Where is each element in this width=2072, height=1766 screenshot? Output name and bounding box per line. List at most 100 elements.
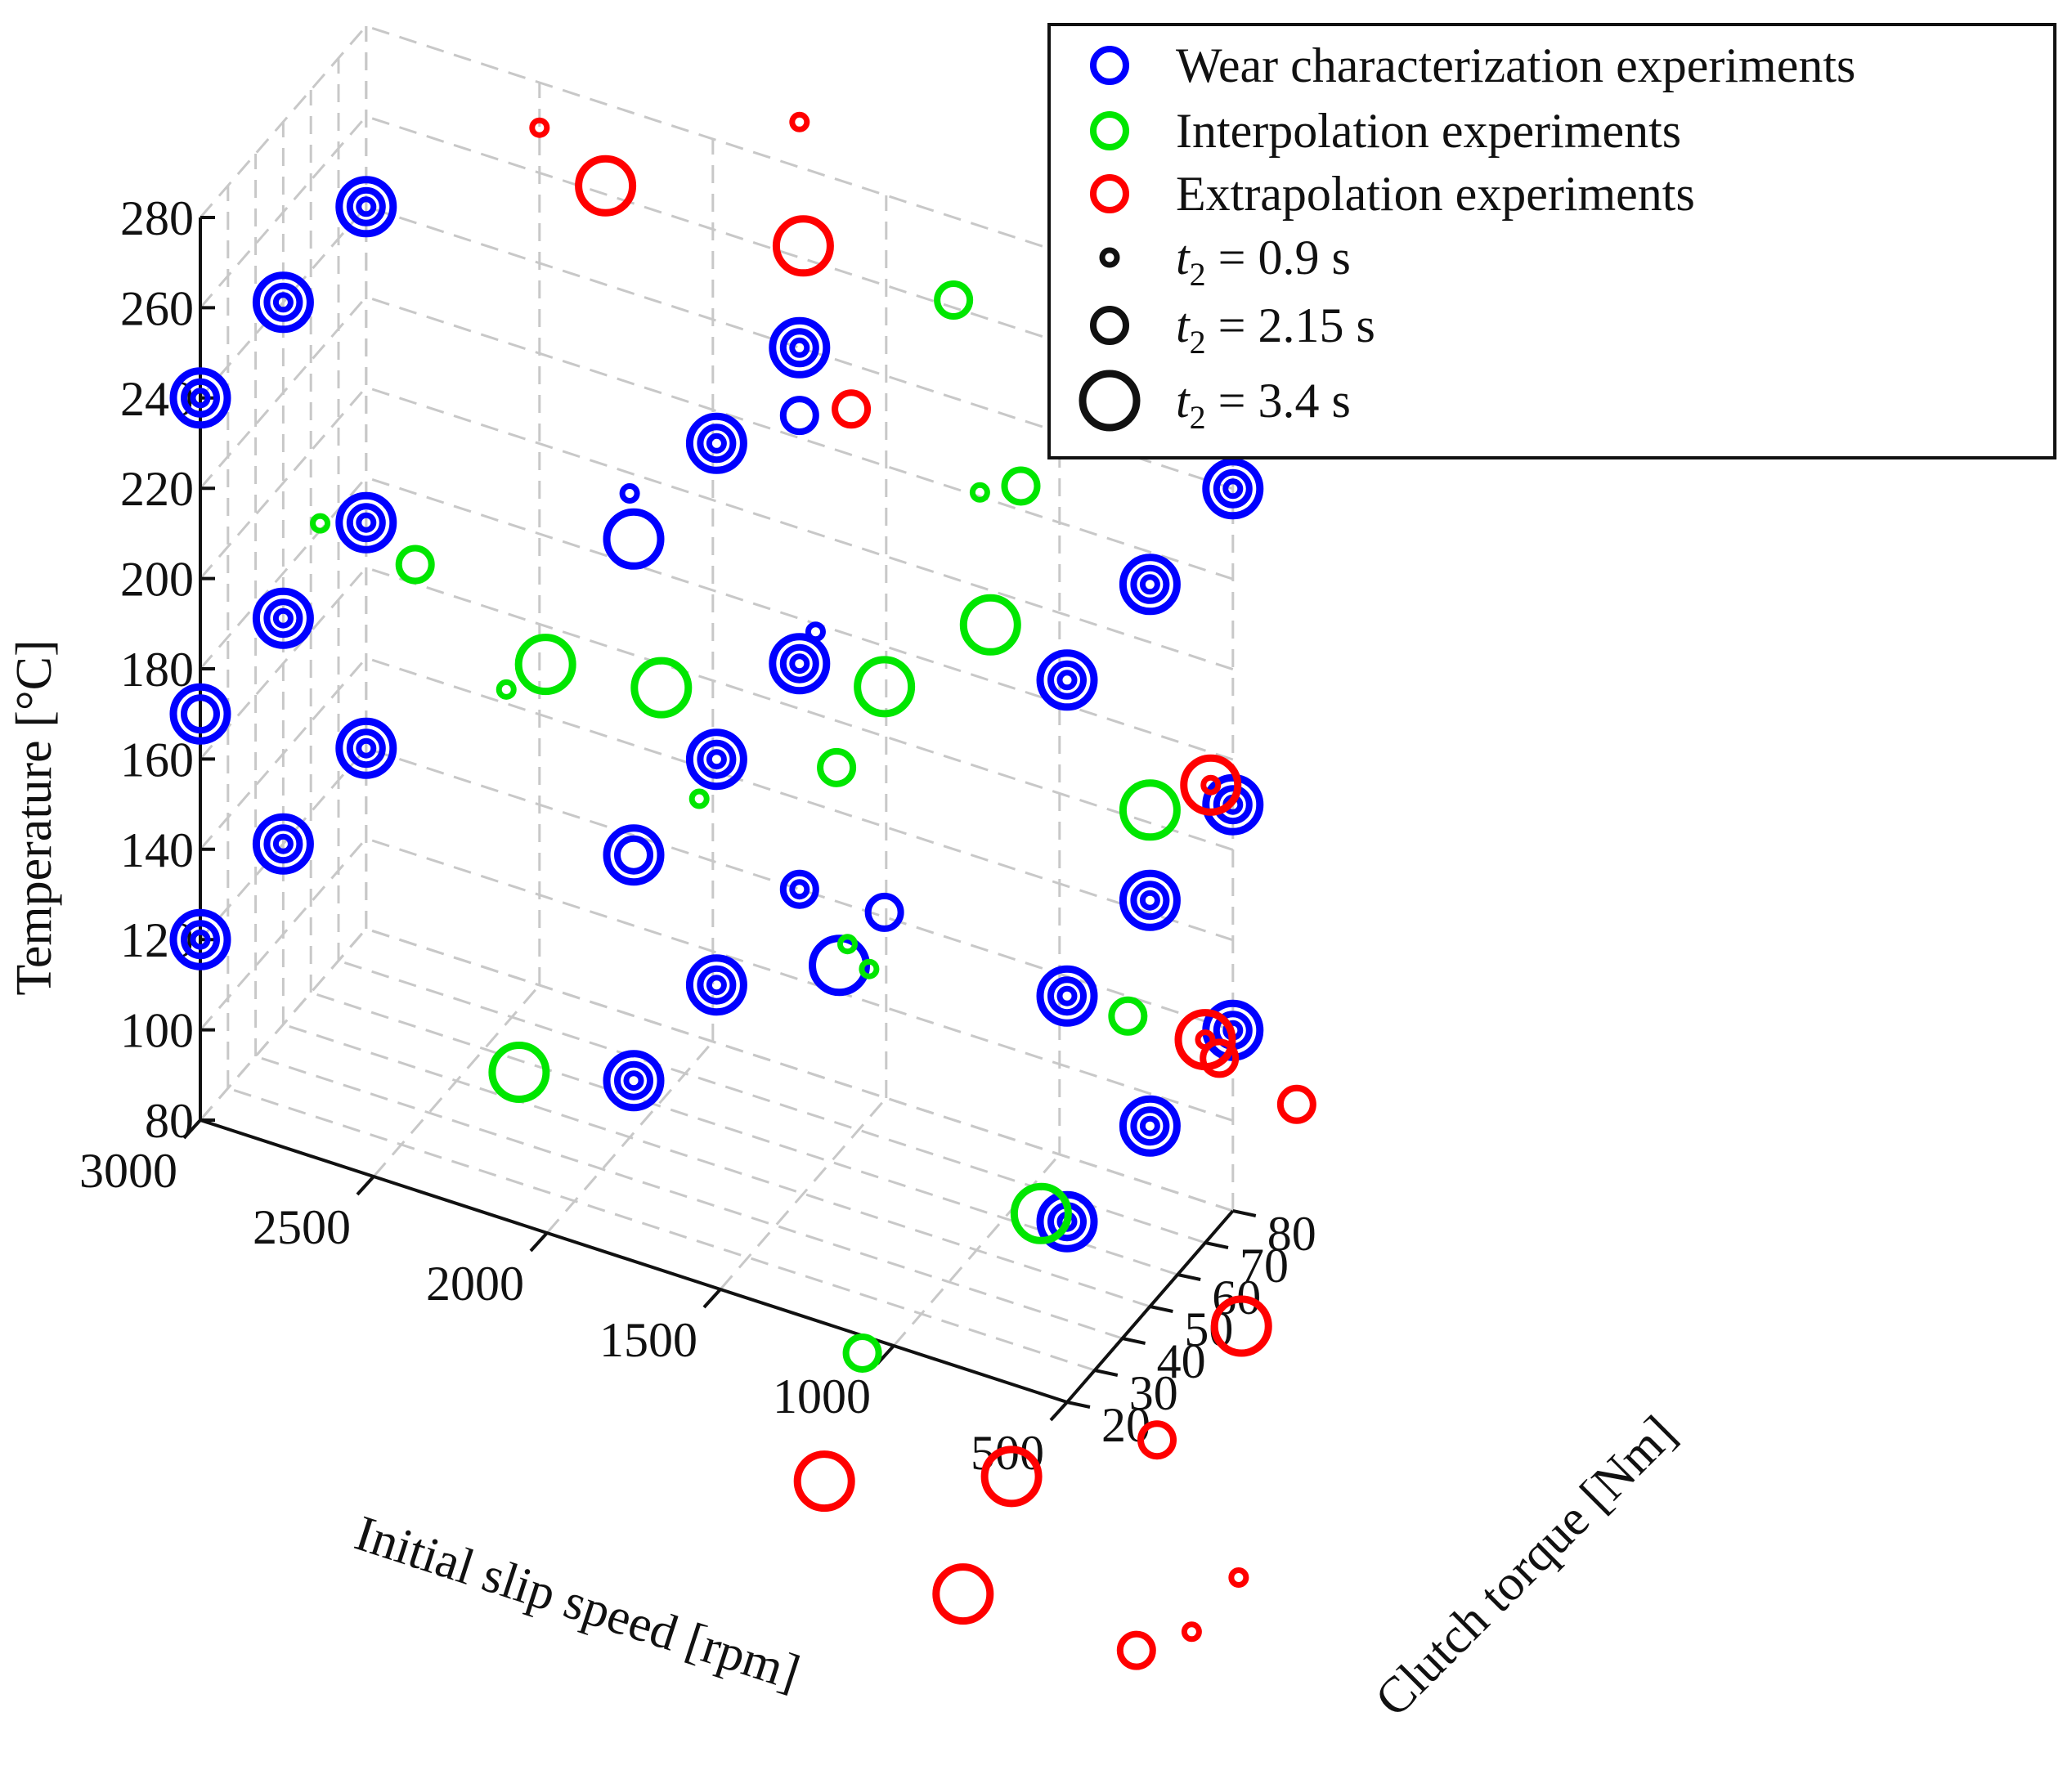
legend-size-label-2: t2 = 3.4 s [1176,374,1351,436]
wear-marker-t2-3_4 [769,633,831,695]
y-tick [1094,1369,1119,1377]
interpolation-marker-t2-3_4 [1010,1182,1072,1244]
z-tick-label: 200 [120,553,194,607]
extrapolation-point [980,1446,1043,1508]
x-tick [1049,1401,1069,1422]
legend-marker-0 [1090,46,1129,85]
legend-size-label-0: t2 = 0.9 s [1176,231,1351,293]
legend-size-label-1: t2 = 2.15 s [1176,298,1375,361]
points-layer [169,111,1316,1670]
wear-marker-t2-0_9 [1139,890,1160,911]
extrapolation-marker-t2-3_4 [1210,1295,1272,1357]
grid-line-floor-torque [310,991,1178,1276]
y-tick-label: 30 [1129,1366,1178,1420]
y-tick-label: 40 [1157,1334,1206,1388]
wear-point [603,508,665,570]
wear-marker-t2-0_9 [1056,985,1078,1006]
y-tick [1177,1273,1201,1281]
interpolation-point [488,1042,550,1103]
extrapolation-point [575,155,637,217]
interpolation-marker-t2-0_9 [836,934,858,955]
wear-marker-t2-0_9 [272,292,294,313]
legend-size-marker-1 [1090,306,1129,345]
wear-marker-t2-2_15 [1213,468,1253,509]
wear-marker-t2-3_4 [1119,1095,1181,1157]
wear-marker-t2-3_4 [685,954,747,1016]
wear-marker-t2-3_4 [1119,869,1181,931]
grid-line-back-temp [366,295,1234,580]
extrapolation-marker-t2-2_15 [1200,1038,1240,1078]
interpolation-marker-t2-2_15 [395,545,435,585]
extrapolation-marker-t2-3_4 [772,215,834,277]
extrapolation-point [832,389,872,429]
x-axis-line [200,1118,1068,1404]
extrapolation-marker-t2-3_4 [793,1450,855,1513]
wear-point [1202,458,1264,520]
legend-size-value: = 2.15 s [1206,298,1375,352]
grid-line-floor-torque [255,1055,1123,1340]
interpolation-point [1119,779,1181,841]
x-tick-label: 3000 [79,1144,177,1198]
y-tick-label: 70 [1240,1239,1289,1293]
interpolation-marker-t2-3_4 [854,656,916,718]
extrapolation-marker-t2-2_15 [1276,1084,1316,1124]
x-tick [356,1175,375,1196]
wear-point [685,954,747,1016]
z-tick-label: 220 [120,462,194,516]
grid-line-floor-torque [227,1087,1096,1372]
y-tick [1204,1241,1229,1249]
wear-marker-t2-0_9 [619,483,640,504]
wear-marker-t2-3_4 [1036,965,1098,1027]
wear-marker-t2-2_15 [263,824,303,864]
interpolation-marker-t2-0_9 [859,958,880,979]
z-axis-title: Temperature [°C] [7,639,62,995]
wear-marker-t2-2_15 [614,835,653,875]
y-tick [1232,1209,1257,1217]
legend-marker-2 [1090,174,1129,213]
grid-line-back-temp [366,657,1234,942]
interpolation-point [817,747,857,787]
interpolation-marker-t2-2_15 [817,747,857,787]
wear-marker-t2-0_9 [356,196,377,217]
extrapolation-point [1276,1084,1316,1124]
z-tick-label: 80 [145,1094,194,1148]
z-tick-label: 180 [120,643,194,697]
x-tick-label: 1000 [773,1369,871,1423]
wear-point [1119,1095,1181,1157]
wear-point [685,412,747,474]
legend-box [1047,23,2056,459]
wear-marker-t2-0_9 [805,621,826,643]
legend-label-1: Interpolation experiments [1176,104,1681,158]
wear-point [619,483,640,504]
interpolation-marker-t2-3_4 [1119,779,1181,841]
wear-marker-t2-3_4 [252,813,314,875]
interpolation-point [969,482,990,503]
interpolation-point [1108,996,1148,1036]
x-tick-label: 2500 [253,1200,351,1254]
wear-marker-t2-0_9 [190,929,211,950]
interpolation-marker-t2-0_9 [496,679,517,700]
z-tick-label: 100 [120,1004,194,1058]
interpolation-point [630,657,693,719]
wear-point [1036,649,1098,711]
wear-point [335,176,397,238]
wear-marker-t2-2_15 [346,186,386,226]
interpolation-marker-t2-3_4 [630,657,693,719]
wear-marker-t2-0_9 [356,512,377,533]
extrapolation-point [772,215,834,277]
wear-point [1119,869,1181,931]
grid-line-back-temp [366,746,1234,1032]
interpolation-point [688,788,710,809]
wear-marker-t2-2_15 [1213,785,1253,825]
legend-size-marker-0 [1099,247,1120,268]
wear-point [335,491,397,554]
wear-marker-t2-3_4 [169,683,231,745]
wear-point [1119,554,1181,616]
extrapolation-point [932,1563,994,1625]
interpolation-marker-t2-2_15 [1108,996,1148,1036]
z-tick-label: 140 [120,823,194,877]
legend-size-marker-2 [1079,370,1141,432]
extrapolation-marker-t2-0_9 [789,111,810,132]
extrapolation-marker-t2-2_15 [832,389,872,429]
